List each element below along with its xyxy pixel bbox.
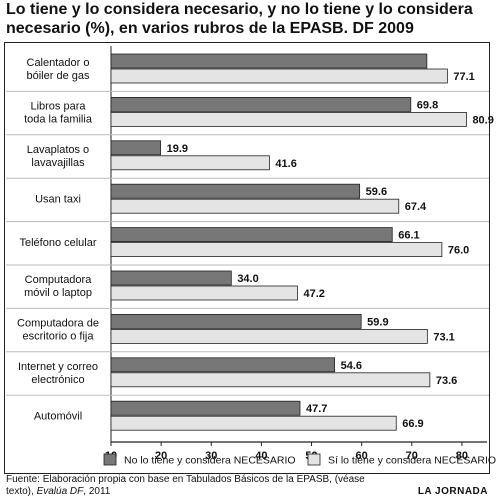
- category-label: Libros para toda la familia: [24, 100, 93, 125]
- data-label: 47.7: [306, 403, 327, 415]
- category-label: Computadora móvil o laptop: [24, 274, 92, 299]
- data-label: 59.9: [367, 316, 388, 328]
- legend-label: No lo tiene y considera NECESARIO: [124, 455, 296, 467]
- x-tick-label: 60: [356, 450, 368, 462]
- bar-si-lo-tiene: [110, 372, 431, 388]
- data-label: 73.6: [436, 375, 457, 387]
- bar-no-lo-tiene: [110, 357, 335, 373]
- bar-si-lo-tiene: [110, 112, 467, 127]
- data-label: 19.9: [167, 143, 188, 155]
- x-tick-label: 20: [155, 450, 167, 462]
- data-label: 59.6: [366, 186, 387, 198]
- bar-si-lo-tiene: [110, 285, 298, 301]
- legend-label: Sí lo tiene y considera NECESARIO: [328, 455, 496, 467]
- chart-frame: [4, 42, 490, 474]
- data-label: 66.9: [402, 418, 423, 430]
- chart-title: Lo tiene y lo considera necesario, y no …: [6, 1, 473, 37]
- legend-swatch: [307, 453, 321, 466]
- legend-swatch: [103, 453, 117, 466]
- x-tick-label: 70: [406, 450, 418, 462]
- data-label: 76.0: [448, 245, 469, 257]
- bar-no-lo-tiene: [110, 227, 393, 243]
- bar-no-lo-tiene: [110, 270, 232, 286]
- category-label: Teléfono celular: [19, 237, 96, 249]
- x-tick-label: 80: [456, 450, 468, 462]
- data-label: 80.9: [472, 114, 493, 126]
- category-label: Computadora de escritorio o fija: [17, 317, 99, 342]
- x-tick-label: 30: [205, 450, 217, 462]
- x-tick-label: 40: [255, 450, 267, 462]
- bar-chart: Calentador o bóiler de gas 77.1 Libros para…: [6, 46, 496, 467]
- data-label: 41.6: [275, 158, 296, 170]
- source-note: Fuente: Elaboración propia con base en T…: [6, 474, 386, 498]
- data-label: 54.6: [341, 360, 362, 372]
- bar-si-lo-tiene: [110, 155, 270, 171]
- data-label: 73.1: [433, 331, 454, 343]
- category-label: Calentador o bóiler de gas: [27, 57, 90, 82]
- category-label: Lavaplatos o lavavajillas: [27, 144, 89, 169]
- data-label: 47.2: [303, 288, 324, 300]
- bar-no-lo-tiene: [110, 97, 412, 112]
- category-label: Internet y correo electrónico: [18, 361, 98, 386]
- source-prefix: Fuente: Elaboración propia con base en T…: [6, 474, 365, 497]
- bar-no-lo-tiene: [110, 400, 301, 416]
- bar-si-lo-tiene: [110, 415, 397, 431]
- bar-no-lo-tiene: [110, 53, 428, 69]
- data-label: 67.4: [405, 201, 427, 213]
- bar-no-lo-tiene: [110, 140, 162, 156]
- bar-si-lo-tiene: [110, 68, 448, 84]
- source-year: , 2011: [83, 486, 111, 497]
- data-label: 66.1: [398, 230, 419, 242]
- source-publication: Evalúa DF: [36, 486, 84, 497]
- category-label: Usan taxi: [35, 194, 81, 206]
- data-label: 34.0: [237, 273, 258, 285]
- bar-si-lo-tiene: [110, 328, 428, 344]
- bar-si-lo-tiene: [110, 198, 400, 214]
- bar-no-lo-tiene: [110, 313, 362, 329]
- data-label: 77.1: [453, 71, 474, 83]
- bar-si-lo-tiene: [110, 242, 443, 258]
- bar-no-lo-tiene: [110, 183, 361, 199]
- brand-logo-text: LA JORNADA: [417, 486, 488, 497]
- data-label: 69.8: [417, 99, 438, 111]
- category-label: Automóvil: [34, 411, 82, 423]
